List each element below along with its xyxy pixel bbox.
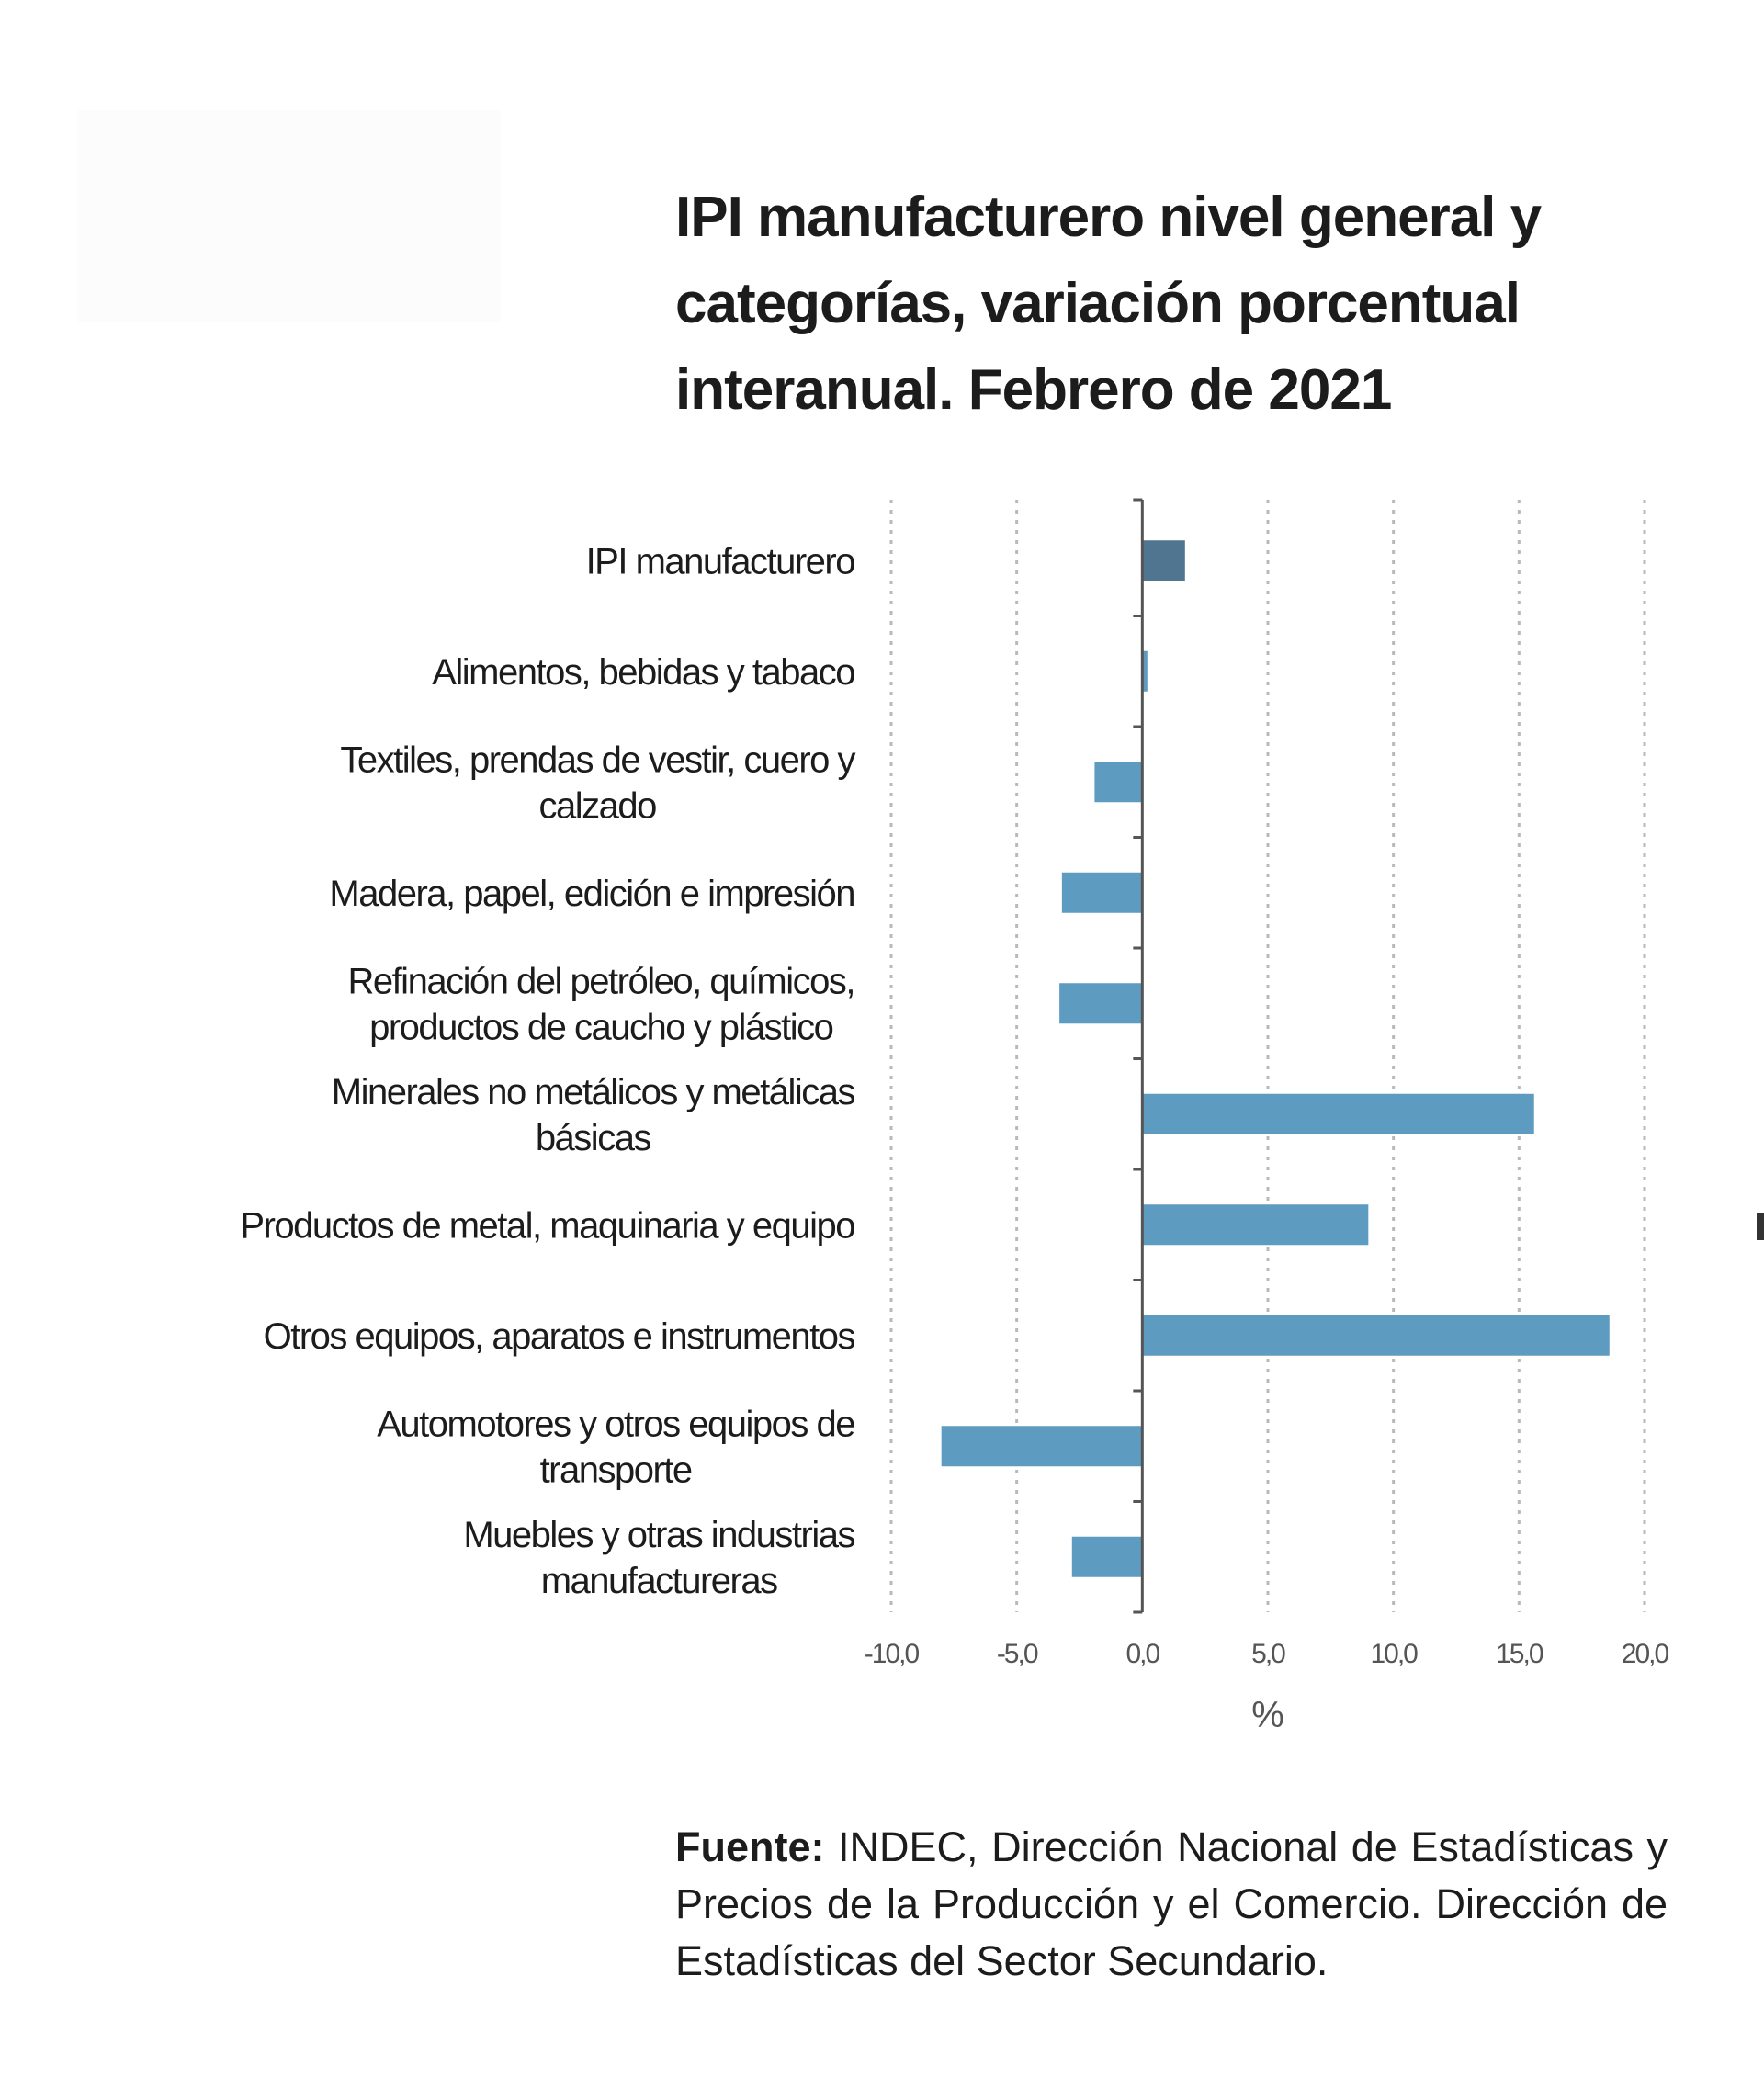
category-label-8-line-0: Automotores y otros equipos de	[377, 1404, 854, 1444]
category-label-4-line-1: productos de caucho y plástico	[369, 1007, 832, 1047]
bar-5	[1142, 1093, 1534, 1134]
category-label-7-line-0: Otros equipos, aparatos e instrumentos	[264, 1316, 855, 1357]
category-label-9-line-1: manufactureras	[541, 1561, 777, 1601]
category-label-1: Alimentos, bebidas y tabaco	[432, 652, 854, 693]
bar-1	[1142, 650, 1148, 692]
bar-4	[1059, 983, 1143, 1024]
category-label-4: Refinación del petróleo, químicos, produc…	[347, 961, 854, 1047]
category-label-2-line-1: calzado	[538, 785, 656, 826]
category-label-9-line-0: Muebles y otras industrias	[463, 1515, 854, 1555]
x-tick-label-3: 5,0	[1251, 1639, 1285, 1669]
category-label-8-line-1: transporte	[540, 1450, 692, 1490]
category-label-7: Otros equipos, aparatos e instrumentos	[264, 1316, 855, 1357]
category-label-8: Automotores y otros equipos de transporte	[377, 1404, 854, 1490]
x-tick-label-0: -10,0	[865, 1639, 920, 1669]
category-label-2-line-0: Textiles, prendas de vestir, cuero y	[340, 739, 855, 780]
category-label-5: Minerales no metálicos y metálicas básica…	[332, 1072, 855, 1158]
x-tick-label-6: 20,0	[1622, 1639, 1669, 1669]
bar-2	[1094, 762, 1143, 803]
category-label-9: Muebles y otras industrias manufactureras	[463, 1515, 854, 1601]
category-label-2: Textiles, prendas de vestir, cuero y calz…	[340, 739, 855, 826]
category-label-4-line-0: Refinación del petróleo, químicos,	[347, 961, 854, 1001]
source-text: INDEC, Dirección Nacional de Estadística…	[675, 1823, 1668, 1984]
bar-7	[1142, 1315, 1610, 1356]
chart-title: IPI manufacturero nivel general y catego…	[675, 175, 1594, 434]
category-label-5-line-1: básicas	[536, 1118, 651, 1158]
bar-3	[1061, 872, 1143, 913]
x-tick-label-4: 10,0	[1370, 1639, 1418, 1669]
category-label-0: IPI manufacturero	[586, 541, 855, 581]
category-label-1-line-0: Alimentos, bebidas y tabaco	[432, 652, 854, 693]
bar-6	[1142, 1204, 1369, 1246]
x-tick-label-5: 15,0	[1496, 1639, 1544, 1669]
chart-title-line-2: categorías, variación porcentual	[675, 272, 1521, 335]
corner-block	[78, 110, 501, 322]
chart-title-line-1: IPI manufacturero nivel general y	[675, 186, 1542, 249]
category-label-6: Productos de metal, maquinaria y equipo	[240, 1205, 854, 1246]
x-tick-label-1: -5,0	[997, 1639, 1038, 1669]
source-note: Fuente: INDEC, Dirección Nacional de Est…	[675, 1819, 1668, 1990]
source-label: Fuente:	[675, 1823, 825, 1870]
edge-mark	[1757, 1213, 1764, 1240]
bar-8	[941, 1426, 1143, 1467]
chart-title-line-3: interanual. Febrero de 2021	[675, 358, 1392, 422]
category-label-3-line-0: Madera, papel, edición e impresión	[329, 874, 854, 914]
category-label-6-line-0: Productos de metal, maquinaria y equipo	[240, 1205, 854, 1246]
x-axis-label: %	[1251, 1695, 1284, 1735]
category-label-0-line-0: IPI manufacturero	[586, 541, 855, 581]
category-label-3: Madera, papel, edición e impresión	[329, 874, 854, 914]
x-tick-label-2: 0,0	[1125, 1639, 1159, 1669]
bar-9	[1071, 1536, 1143, 1577]
category-label-5-line-0: Minerales no metálicos y metálicas	[332, 1072, 855, 1112]
bar-chart: IPI manufacturero Alimentos, bebidas y ta…	[240, 498, 1671, 1735]
bar-0	[1142, 540, 1185, 581]
